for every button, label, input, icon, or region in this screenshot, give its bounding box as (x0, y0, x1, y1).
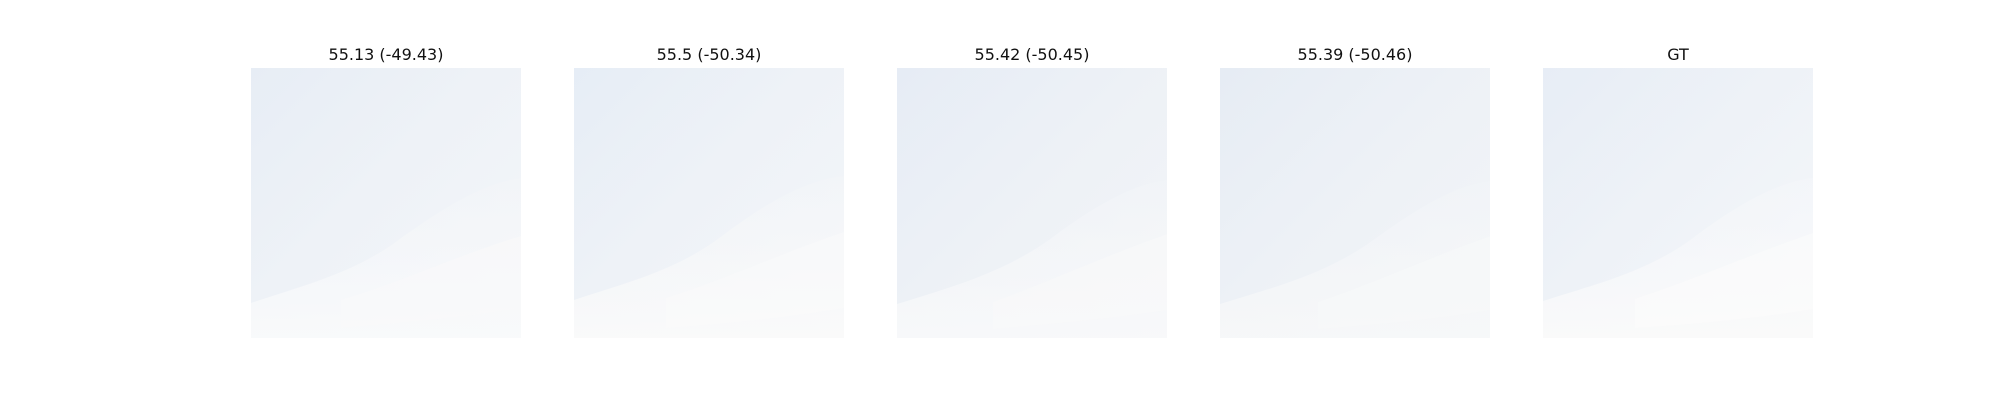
panel-title: GT (1667, 45, 1689, 64)
panel-title: 55.5 (-50.34) (656, 45, 762, 64)
sky-image (1220, 68, 1490, 338)
panel-5: GT (1543, 42, 1813, 338)
panel-title: 55.39 (-50.46) (1297, 45, 1413, 64)
sky-image (251, 68, 521, 338)
panel-title: 55.13 (-49.43) (328, 45, 444, 64)
panel-2: 55.5 (-50.34) (574, 42, 844, 338)
sky-image (1543, 68, 1813, 338)
panel-1: 55.13 (-49.43) (251, 42, 521, 338)
panel-title: 55.42 (-50.45) (974, 45, 1090, 64)
panel-3: 55.42 (-50.45) (897, 42, 1167, 338)
sky-image (574, 68, 844, 338)
panel-4: 55.39 (-50.46) (1220, 42, 1490, 338)
sky-image (897, 68, 1167, 338)
